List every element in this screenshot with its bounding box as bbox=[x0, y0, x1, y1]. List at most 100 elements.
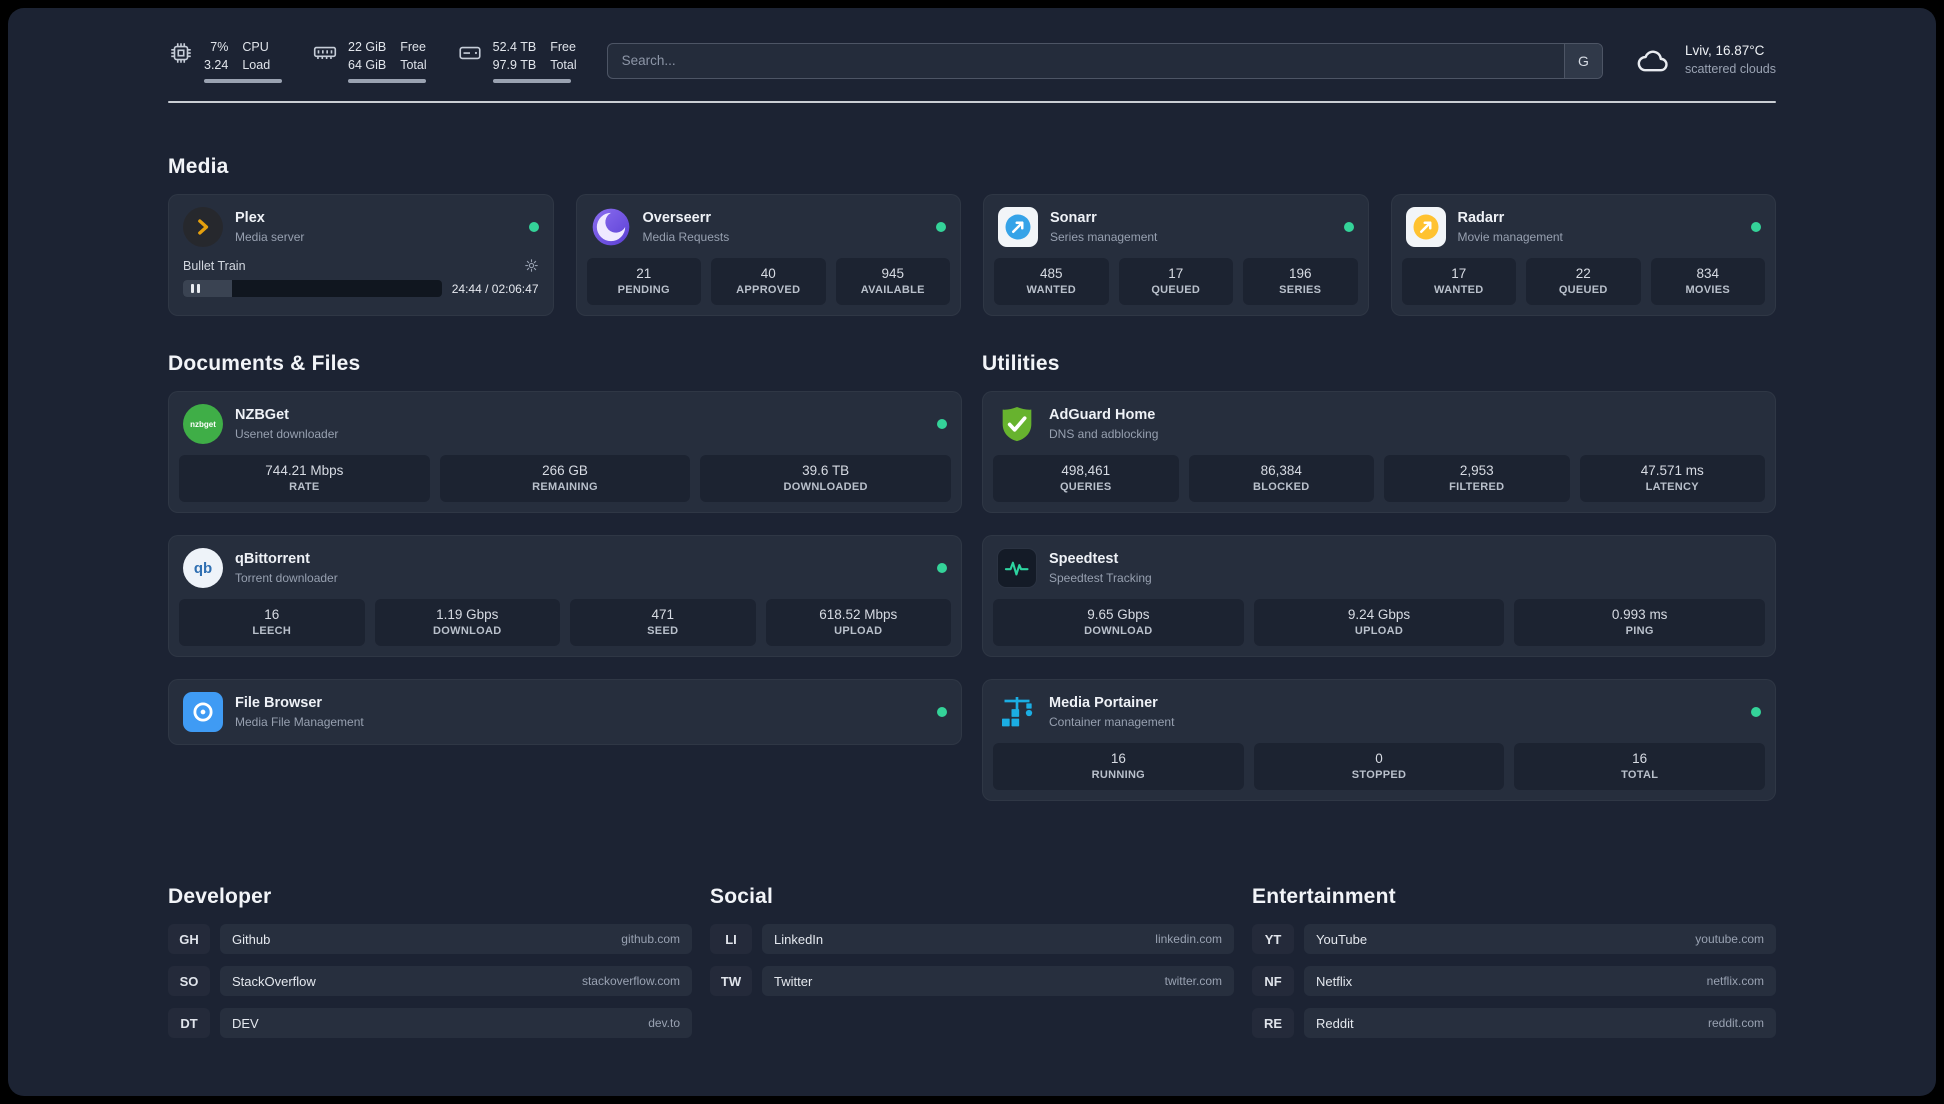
ram-free-value: 22 GiB bbox=[348, 40, 387, 54]
stat-label: LATENCY bbox=[1645, 481, 1699, 494]
service-card-plex[interactable]: Plex Media server Bullet Train bbox=[168, 194, 554, 317]
bookmark-name: StackOverflow bbox=[232, 973, 316, 989]
stat-upload: 9.24 Gbps UPLOAD bbox=[1253, 599, 1505, 647]
service-card-portainer[interactable]: Media Portainer Container management 16 … bbox=[982, 679, 1776, 802]
bookmark-stackoverflow[interactable]: SO StackOverflow stackoverflow.com bbox=[168, 966, 692, 997]
bookmark-netflix[interactable]: NF Netflix netflix.com bbox=[1252, 966, 1776, 997]
bookmark-link[interactable]: YouTube youtube.com bbox=[1304, 924, 1776, 955]
bookmark-link[interactable]: Github github.com bbox=[220, 924, 692, 955]
status-dot bbox=[528, 222, 539, 233]
stat-wanted: 485 WANTED bbox=[994, 258, 1109, 306]
stat-value: 16 bbox=[1632, 751, 1648, 767]
stat-leech: 16 LEECH bbox=[179, 599, 365, 647]
player-settings-gear-icon[interactable] bbox=[524, 258, 539, 273]
bookmark-link[interactable]: DEV dev.to bbox=[220, 1008, 692, 1039]
service-card-adguard[interactable]: AdGuard Home DNS and adblocking 498,461 … bbox=[982, 391, 1776, 514]
stat-label: REMAINING bbox=[532, 481, 598, 494]
bookmark-name: LinkedIn bbox=[774, 931, 824, 947]
service-card-overseerr[interactable]: Overseerr Media Requests 21 PENDING 40 A… bbox=[575, 194, 961, 317]
disk-widget: 52.4 TB 97.9 TB Free Total bbox=[457, 38, 577, 84]
now-playing-title: Bullet Train bbox=[183, 258, 246, 273]
stat-queries: 498,461 QUERIES bbox=[993, 455, 1179, 503]
now-playing-widget: Bullet Train bbox=[179, 258, 543, 299]
service-card-radarr[interactable]: Radarr Movie management 17 WANTED 22 QUE… bbox=[1390, 194, 1776, 317]
overseerr-icon bbox=[591, 207, 631, 247]
service-card-sonarr[interactable]: Sonarr Series management 485 WANTED 17 Q… bbox=[983, 194, 1369, 317]
bookmark-linkedin[interactable]: LI LinkedIn linkedin.com bbox=[710, 924, 1234, 955]
bookmark-url: linkedin.com bbox=[1155, 932, 1222, 947]
stat-label: PING bbox=[1625, 625, 1654, 638]
stat-pending: 21 PENDING bbox=[586, 258, 701, 306]
service-card-filebrowser[interactable]: File Browser Media File Management bbox=[168, 679, 962, 746]
bookmark-youtube[interactable]: YT YouTube youtube.com bbox=[1252, 924, 1776, 955]
bookmark-link[interactable]: Reddit reddit.com bbox=[1304, 1008, 1776, 1039]
service-name: Speedtest bbox=[1049, 551, 1119, 568]
stat-value: 17 bbox=[1168, 266, 1184, 282]
bookmark-url: github.com bbox=[621, 932, 680, 947]
bookmark-github[interactable]: GH Github github.com bbox=[168, 924, 692, 955]
section-title-media: Media bbox=[168, 155, 229, 179]
bookmark-url: reddit.com bbox=[1707, 1016, 1764, 1031]
service-card-speedtest[interactable]: Speedtest Speedtest Tracking 9.65 Gbps D… bbox=[982, 535, 1776, 658]
stat-label: LEECH bbox=[252, 625, 292, 638]
stat-label: MOVIES bbox=[1685, 284, 1731, 297]
service-name: File Browser bbox=[235, 695, 323, 712]
status-dot bbox=[1751, 222, 1761, 233]
cpu-load-label: Load bbox=[242, 58, 271, 73]
stat-label: QUEUED bbox=[1151, 284, 1201, 297]
stat-value: 0.993 ms bbox=[1611, 607, 1668, 623]
bookmark-link[interactable]: StackOverflow stackoverflow.com bbox=[220, 966, 692, 997]
ram-icon bbox=[313, 46, 337, 59]
bookmark-name: Github bbox=[232, 931, 271, 947]
section-media: Media Plex Media server bbox=[168, 155, 1776, 317]
bookmark-reddit[interactable]: RE Reddit reddit.com bbox=[1252, 1008, 1776, 1039]
stat-value: 22 bbox=[1575, 266, 1591, 282]
section-documents: Documents & Files nzbget NZBGet Usenet d… bbox=[168, 352, 962, 823]
pause-icon[interactable] bbox=[191, 284, 200, 294]
stat-label: DOWNLOADED bbox=[783, 481, 868, 494]
playback-progress-bar[interactable] bbox=[183, 280, 442, 298]
search-engine-button[interactable]: G bbox=[1563, 43, 1602, 78]
search-input[interactable] bbox=[606, 42, 1603, 79]
section-title-entertainment: Entertainment bbox=[1252, 885, 1396, 909]
stat-label: BLOCKED bbox=[1253, 481, 1310, 494]
stat-value: 744.21 Mbps bbox=[265, 463, 344, 479]
section-title-social: Social bbox=[710, 885, 774, 909]
nzbget-icon: nzbget bbox=[183, 404, 223, 445]
stat-label: QUERIES bbox=[1059, 481, 1112, 494]
bookmark-name: YouTube bbox=[1316, 931, 1368, 947]
bookmark-abbr: GH bbox=[168, 924, 210, 954]
bookmark-link[interactable]: Twitter twitter.com bbox=[762, 966, 1234, 997]
status-dot bbox=[1343, 222, 1354, 233]
stat-value: 16 bbox=[264, 607, 280, 623]
service-subtitle: DNS and adblocking bbox=[1049, 426, 1159, 441]
weather-location-temp: Lviv, 16.87°C bbox=[1684, 43, 1765, 59]
bookmark-dev[interactable]: DT DEV dev.to bbox=[168, 1008, 692, 1039]
bookmark-link[interactable]: Netflix netflix.com bbox=[1304, 966, 1776, 997]
stat-label: SEED bbox=[647, 625, 679, 638]
bookmark-name: Twitter bbox=[774, 973, 813, 989]
service-subtitle: Media File Management bbox=[235, 714, 364, 729]
cpu-icon bbox=[171, 43, 191, 63]
service-subtitle: Media server bbox=[235, 229, 305, 244]
playback-progress-fill bbox=[183, 280, 233, 298]
filebrowser-icon bbox=[183, 692, 223, 733]
ram-total-label: Total bbox=[400, 58, 427, 73]
stat-label: DOWNLOAD bbox=[433, 625, 502, 638]
adguard-icon bbox=[997, 404, 1037, 444]
stat-value: 1.19 Gbps bbox=[436, 607, 499, 623]
stat-queued: 22 QUEUED bbox=[1526, 258, 1641, 306]
service-subtitle: Movie management bbox=[1457, 229, 1563, 244]
bookmark-abbr: SO bbox=[168, 966, 210, 996]
bookmark-link[interactable]: LinkedIn linkedin.com bbox=[762, 924, 1234, 955]
service-name: Sonarr bbox=[1050, 210, 1097, 227]
stat-value: 47.571 ms bbox=[1640, 463, 1704, 479]
stat-label: WANTED bbox=[1434, 284, 1484, 297]
service-subtitle: Container management bbox=[1049, 714, 1175, 729]
header-divider bbox=[168, 101, 1776, 104]
stat-upload: 618.52 Mbps UPLOAD bbox=[765, 599, 951, 647]
service-card-qbittorrent[interactable]: qb qBittorrent Torrent downloader 16 LEE… bbox=[168, 535, 962, 658]
service-card-nzbget[interactable]: nzbget NZBGet Usenet downloader 744.21 M… bbox=[168, 391, 962, 514]
bookmark-twitter[interactable]: TW Twitter twitter.com bbox=[710, 966, 1234, 997]
stat-value: 9.65 Gbps bbox=[1087, 607, 1150, 623]
